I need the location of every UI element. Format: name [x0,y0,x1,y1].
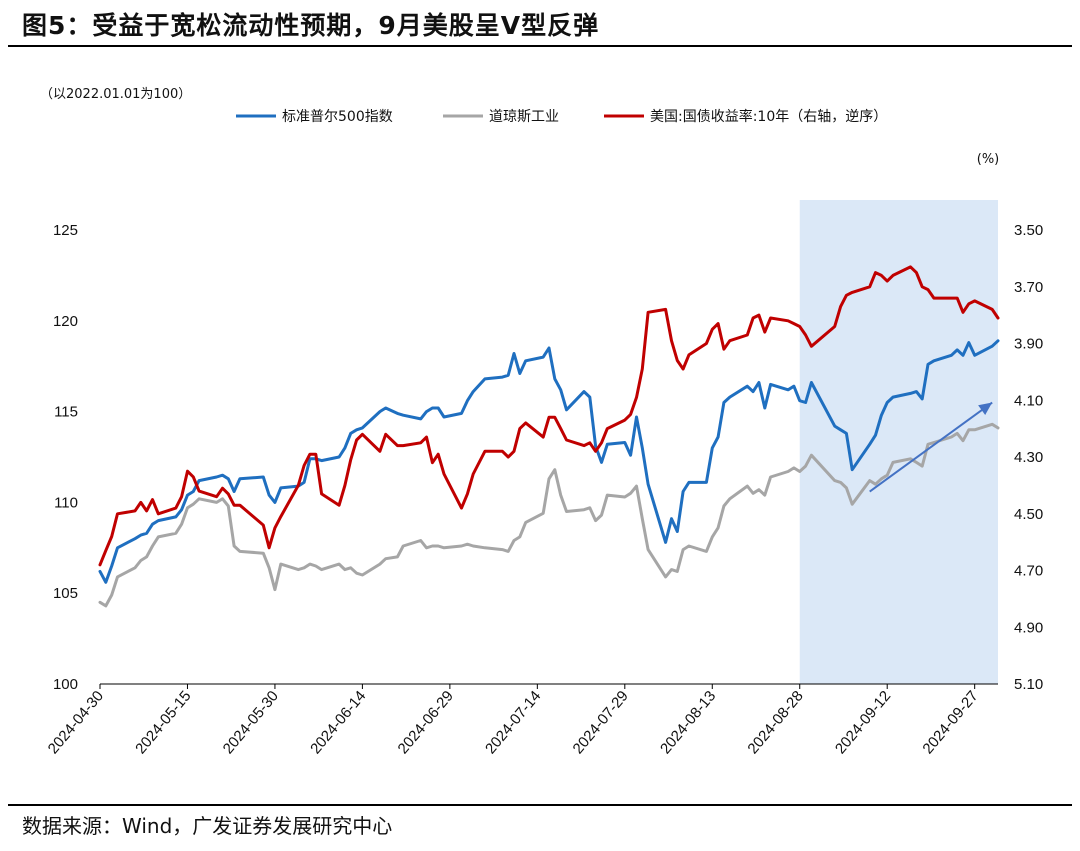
right-tick-label: 4.30 [1014,449,1043,466]
right-tick-label: 5.10 [1014,676,1043,693]
x-tick-label: 2024-07-29 [570,688,632,758]
left-tick-label: 110 [54,494,78,511]
x-tick-label: 2024-06-14 [307,688,369,758]
left-tick-label: 120 [53,313,78,330]
source-note: 数据来源：Wind，广发证券发展研究中心 [22,814,393,838]
legend: 标准普尔500指数 道琼斯工业 美国:国债收益率:10年（右轴，逆序） [236,108,887,125]
right-tick-label: 3.70 [1014,279,1043,296]
title-rule [8,45,1072,47]
left-axis-note: （以2022.01.01为100） [40,87,191,102]
legend-label-2: 道琼斯工业 [489,109,559,125]
highlight-period [799,200,998,684]
legend-label-3: 美国:国债收益率:10年（右轴，逆序） [650,108,887,125]
x-tick-label: 2024-08-28 [744,688,806,758]
x-tick-label: 2024-05-15 [132,688,194,758]
trend-arrow-head [978,402,993,416]
left-tick-label: 105 [53,585,78,602]
x-tick-label: 2024-05-30 [220,688,282,758]
x-tick-label: 2024-08-13 [657,688,719,758]
right-tick-label: 4.10 [1014,392,1043,409]
x-tick-label: 2024-04-30 [45,688,107,758]
right-tick-label: 3.90 [1014,336,1043,353]
series-line-3 [98,265,1000,567]
annotation-layer [869,401,993,493]
x-tick-label: 2024-09-27 [919,688,981,758]
right-tick-label: 4.90 [1014,619,1043,636]
series-line-2 [98,422,1000,608]
legend-label-1: 标准普尔500指数 [282,109,393,125]
left-tick-label: 125 [53,222,78,239]
trend-arrow-line [869,401,993,493]
left-tick-label: 100 [53,676,78,693]
right-axis-note: (%) [977,152,1000,167]
right-tick-label: 4.50 [1014,506,1043,523]
source-rule [8,804,1072,806]
highlight-layer [799,200,998,684]
x-tick-label: 2024-09-12 [832,688,894,758]
x-tick-label: 2024-07-14 [482,688,544,758]
series-line-1 [98,339,1000,584]
figure-title: 图5：受益于宽松流动性预期，9月美股呈V型反弹 [22,11,600,40]
left-tick-label: 115 [54,404,78,421]
right-tick-label: 4.70 [1014,563,1043,580]
right-tick-label: 3.50 [1014,222,1043,239]
x-tick-label: 2024-06-29 [395,688,457,758]
series-layer [98,265,1000,608]
